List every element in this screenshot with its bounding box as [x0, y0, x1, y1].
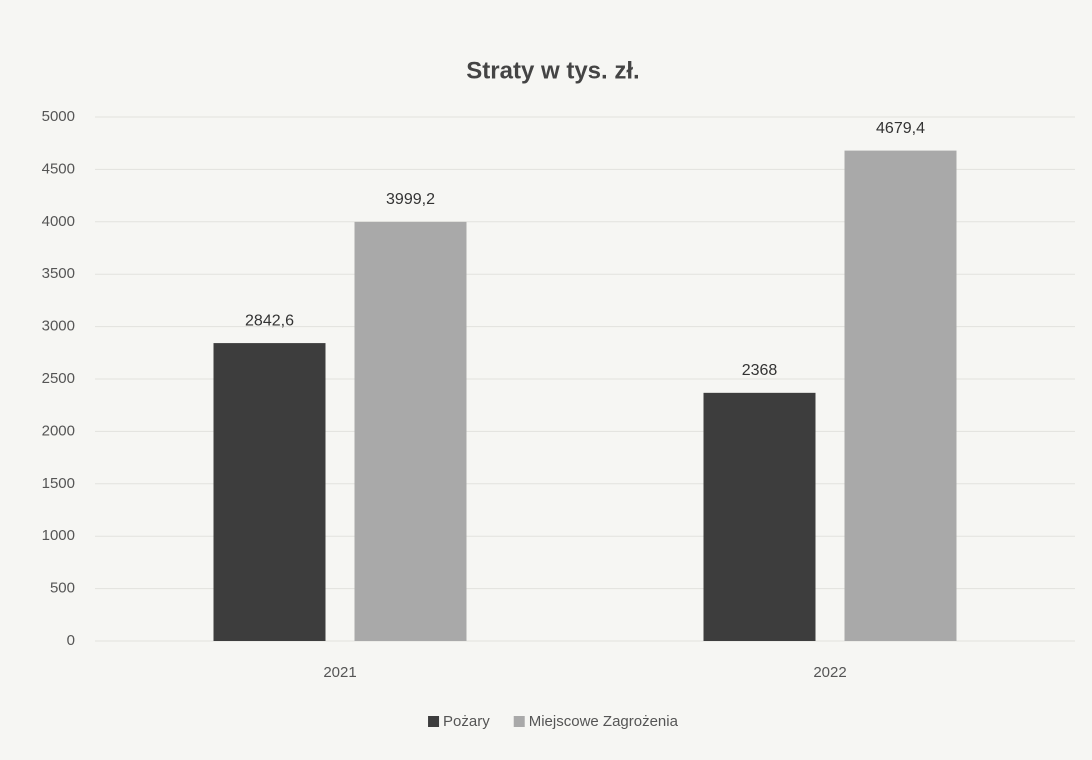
y-tick-label: 1000 — [42, 527, 75, 544]
x-tick-label: 2021 — [323, 664, 356, 681]
y-tick-label: 5000 — [42, 108, 75, 125]
data-label: 2842,6 — [245, 312, 294, 329]
y-tick-label: 3500 — [42, 265, 75, 282]
bar — [844, 150, 957, 641]
chart-title: Straty w tys. zł. — [466, 57, 639, 84]
y-tick-label: 0 — [67, 632, 75, 649]
legend-label: Miejscowe Zagrożenia — [529, 713, 679, 730]
y-tick-label: 2500 — [42, 370, 75, 387]
x-tick-label: 2022 — [813, 664, 846, 681]
y-tick-label: 3000 — [42, 318, 75, 335]
data-label: 3999,2 — [386, 191, 435, 208]
y-tick-label: 4500 — [42, 160, 75, 177]
legend-swatch — [513, 716, 525, 727]
bar — [354, 221, 467, 641]
legend-label: Pożary — [443, 713, 490, 730]
legend-swatch — [428, 716, 440, 727]
data-label: 2368 — [742, 362, 778, 379]
bar — [703, 392, 816, 641]
data-label: 4679,4 — [876, 120, 925, 137]
y-tick-label: 2000 — [42, 422, 75, 439]
y-tick-label: 500 — [50, 580, 75, 597]
y-tick-label: 1500 — [42, 475, 75, 492]
bar — [213, 343, 326, 641]
y-tick-label: 4000 — [42, 213, 75, 230]
